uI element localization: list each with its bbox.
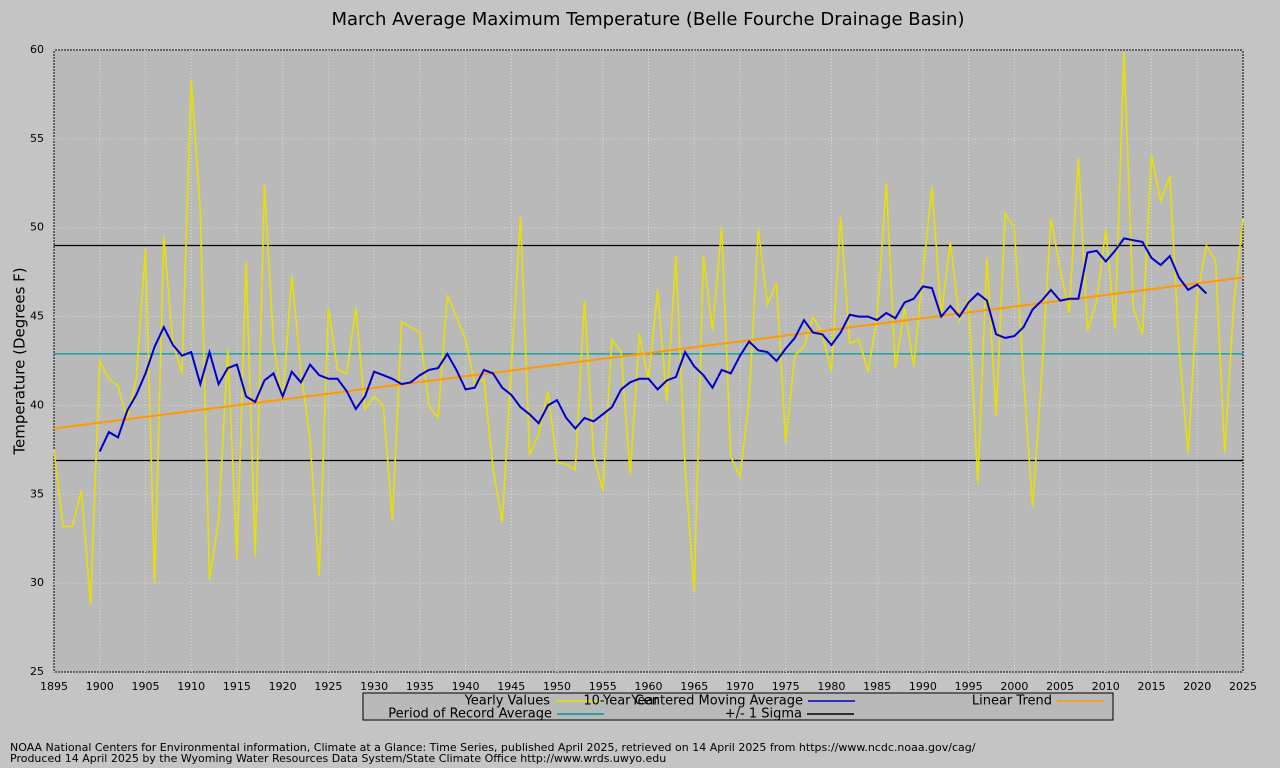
legend-label: Period of Record Average [388,707,552,722]
y-tick-label: 55 [30,132,44,145]
x-tick-label: 2020 [1183,680,1211,693]
series-line [98,237,1208,453]
legend-label: Linear Trend [972,694,1052,709]
x-tick-label: 1965 [680,680,708,693]
x-tick-label: 2025 [1229,680,1257,693]
x-tick-label: 2010 [1092,680,1120,693]
legend-label: 10-Year Centered Moving Average [583,694,803,709]
chart-title: March Average Maximum Temperature (Belle… [331,9,964,30]
x-tick-label: 1935 [406,680,434,693]
y-tick-label: 50 [30,221,44,234]
x-tick-label: 1960 [635,680,663,693]
x-tick-label: 2000 [1000,680,1028,693]
y-tick-label: 30 [30,576,44,589]
x-tick-label: 1920 [269,680,297,693]
y-tick-label: 40 [30,398,44,411]
x-tick-label: 1990 [909,680,937,693]
x-axis-label: Year [630,694,659,709]
series-line [53,51,1244,605]
x-tick-label: 1980 [817,680,845,693]
x-tick-label: 1945 [497,680,525,693]
x-tick-label: 1905 [131,680,159,693]
x-tick-label: 1900 [86,680,114,693]
legend-label: Yearly Values [464,694,551,709]
x-tick-label: 1955 [589,680,617,693]
x-tick-label: 1950 [543,680,571,693]
x-tick-label: 1895 [40,680,68,693]
footer: NOAA National Centers for Environmental … [10,741,976,754]
x-tick-label: 2015 [1138,680,1166,693]
x-tick-label: 1910 [177,680,205,693]
x-tick-label: 1970 [726,680,754,693]
y-tick-label: 45 [30,310,44,323]
legend [362,692,1114,721]
x-tick-label: 1925 [314,680,342,693]
footer: Produced 14 April 2025 by the Wyoming Wa… [10,752,666,765]
x-tick-label: 1985 [863,680,891,693]
plot-area [53,49,1244,673]
y-tick-label: 25 [30,665,44,678]
x-tick-label: 1975 [772,680,800,693]
y-tick-label: 60 [30,43,44,56]
x-tick-label: 1940 [452,680,480,693]
x-tick-label: 1995 [955,680,983,693]
x-tick-label: 1930 [360,680,388,693]
y-tick-label: 35 [30,487,44,500]
x-tick-label: 1915 [223,680,251,693]
trend-line [53,276,1244,430]
y-axis-label: Temperature (Degrees F) [11,267,29,455]
legend-label: +/- 1 Sigma [725,707,802,722]
x-tick-label: 2005 [1046,680,1074,693]
